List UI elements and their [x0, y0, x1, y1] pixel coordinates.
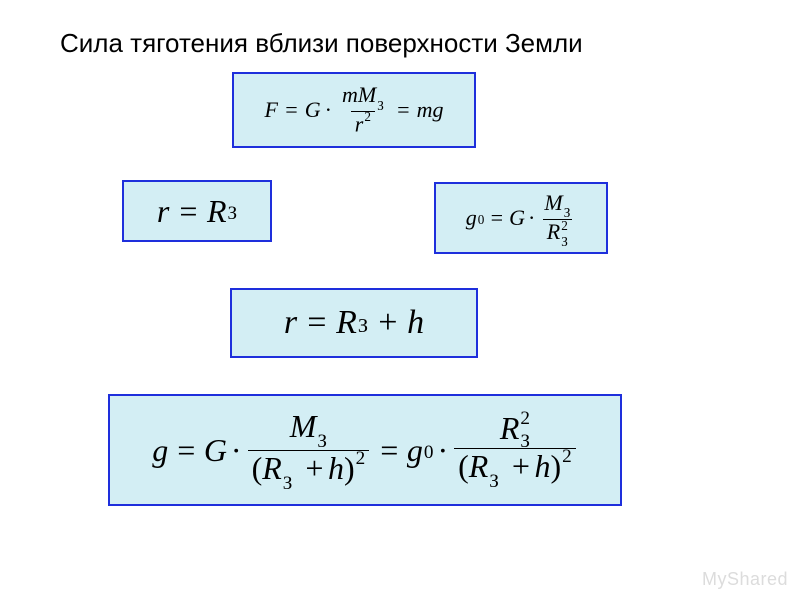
dot: ·	[528, 205, 535, 231]
paren-close: )	[344, 450, 355, 486]
paren-open: (	[458, 448, 469, 484]
var-r: r	[284, 304, 297, 342]
var-g: g	[466, 205, 477, 231]
eq: =	[175, 432, 197, 469]
formula-2: r = RЗ	[157, 193, 237, 230]
formula-box-4: r = RЗ + h	[230, 288, 478, 358]
fraction: MЗ R2З	[540, 191, 574, 245]
formula-4: r = RЗ + h	[284, 304, 424, 342]
fraction-1: MЗ (RЗ +h)2	[248, 409, 370, 491]
var-h: h	[407, 304, 424, 342]
subscript: З	[358, 315, 368, 338]
watermark: MyShared	[702, 569, 788, 590]
formula-1: F = G · mMЗ r2 = mg	[264, 83, 443, 136]
var-G: G	[204, 432, 227, 469]
eq: =	[396, 97, 411, 123]
var-g: g	[152, 432, 168, 469]
numerator: mM	[342, 82, 376, 107]
var-R: R	[262, 450, 282, 486]
subscript: 0	[424, 442, 434, 464]
superscript: 2	[562, 446, 572, 467]
supsub: 2З	[520, 415, 530, 448]
var-R: R	[469, 448, 489, 484]
den-base: R	[547, 219, 560, 244]
superscript: 2	[364, 110, 371, 125]
dot: ·	[231, 432, 242, 469]
paren-open: (	[252, 450, 263, 486]
var-G: G	[305, 97, 321, 123]
subscript: З	[377, 99, 384, 114]
subscript: З	[283, 473, 293, 494]
formula-5: g = G · MЗ (RЗ +h)2 = g0 · R2З	[152, 409, 578, 491]
paren-close: )	[551, 448, 562, 484]
var-G: G	[509, 205, 525, 231]
eq: =	[489, 205, 504, 231]
page-title: Сила тяготения вблизи поверхности Земли	[60, 28, 583, 59]
eq: =	[177, 193, 199, 230]
formula-box-1: F = G · mMЗ r2 = mg	[232, 72, 476, 148]
subscript: З	[227, 203, 237, 225]
fraction-2: R2З (RЗ +h)2	[454, 411, 576, 489]
dot: ·	[437, 432, 448, 469]
num-base: M	[290, 408, 317, 444]
formula-3: g0 = G · MЗ R2З	[466, 191, 577, 245]
eq: =	[305, 304, 328, 342]
subscript: 0	[478, 212, 485, 228]
var-mg: mg	[417, 97, 444, 123]
fraction: mMЗ r2	[338, 83, 388, 136]
var-F: F	[264, 97, 277, 123]
subscript: З	[489, 471, 499, 492]
supsub: 2З	[561, 223, 568, 245]
plus: +	[376, 304, 399, 342]
den-base: r	[355, 112, 364, 137]
superscript: 2	[356, 448, 366, 469]
eq: =	[284, 97, 299, 123]
eq: =	[378, 432, 400, 469]
formula-box-5: g = G · MЗ (RЗ +h)2 = g0 · R2З	[108, 394, 622, 506]
plus: +	[510, 448, 532, 484]
var-r: r	[157, 193, 169, 230]
slide: Сила тяготения вблизи поверхности Земли …	[0, 0, 800, 600]
plus: +	[303, 450, 325, 486]
var-R: R	[207, 193, 227, 230]
var-R: R	[336, 304, 357, 342]
var-h: h	[328, 450, 344, 486]
formula-box-2: r = RЗ	[122, 180, 272, 242]
var-g: g	[407, 432, 423, 469]
formula-box-3: g0 = G · MЗ R2З	[434, 182, 608, 254]
var-h: h	[535, 448, 551, 484]
dot: ·	[325, 97, 332, 123]
var-R: R	[500, 410, 520, 446]
subscript: З	[317, 431, 327, 452]
num-base: M	[544, 190, 562, 215]
